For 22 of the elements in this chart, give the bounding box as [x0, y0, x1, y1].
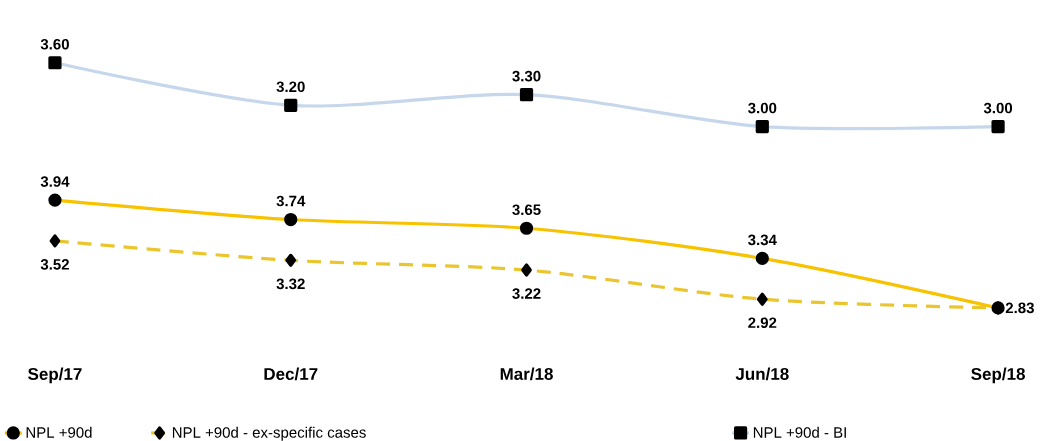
data-label: 2.83	[1005, 302, 1034, 314]
x-tick-label: Sep/17	[28, 367, 82, 384]
x-tick-label: Dec/17	[264, 367, 318, 381]
legend-label: NPL +90d - ex-specific cases	[172, 426, 366, 441]
data-label: 3.00	[748, 102, 777, 114]
data-label: 3.32	[276, 278, 305, 290]
legend-label: NPL +90d	[26, 426, 92, 438]
data-label: 3.20	[276, 81, 305, 93]
data-label: 3.52	[40, 259, 69, 270]
data-label: 2.92	[748, 317, 777, 329]
data-label: 3.74	[276, 195, 306, 207]
data-label: 3.94	[40, 176, 70, 187]
data-label: 3.65	[512, 204, 541, 216]
data-label: 3.34	[748, 234, 777, 246]
data-label: 3.00	[983, 102, 1013, 114]
data-label: 3.30	[512, 70, 541, 82]
x-tick-label: Sep/18	[971, 367, 1025, 384]
x-tick-label: Jun/18	[735, 367, 789, 381]
x-tick-label: Mar/18	[500, 367, 553, 381]
data-label: 3.22	[512, 288, 541, 299]
legend-label: NPL +90d - BI	[753, 426, 846, 438]
data-label: 3.60	[40, 38, 69, 50]
